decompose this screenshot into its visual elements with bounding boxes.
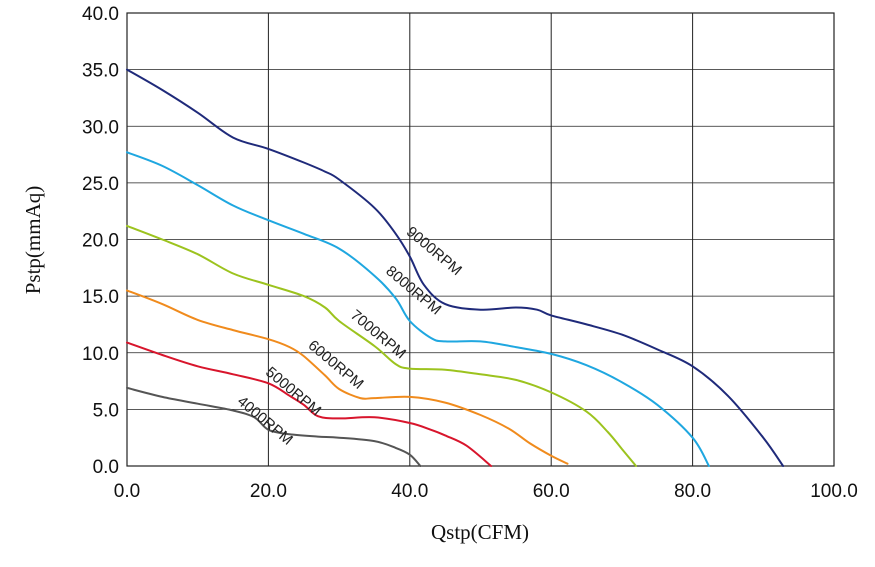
y-tick-label: 15.0 [82, 287, 119, 308]
x-tick-label: 20.0 [250, 481, 287, 502]
curve-6000rpm [126, 289, 569, 465]
curve-9000rpm [126, 68, 785, 467]
curve-label-4000rpm: 4000RPM [234, 393, 296, 449]
x-tick-label: 60.0 [533, 481, 570, 502]
y-tick-labels: 0.0 5.0 10.0 15.0 20.0 25.0 30.0 35.0 40.0 [82, 4, 119, 478]
x-tick-label: 0.0 [114, 481, 140, 502]
curve-7000rpm [126, 224, 637, 467]
x-axis-label: Qstp(CFM) [431, 520, 529, 544]
curve-5000rpm [126, 341, 493, 467]
y-tick-label: 40.0 [82, 4, 119, 25]
grid [126, 12, 835, 467]
curve-label-8000rpm: 8000RPM [382, 263, 444, 319]
x-tick-label: 80.0 [674, 481, 711, 502]
y-tick-label: 30.0 [82, 117, 119, 138]
curves [126, 68, 785, 467]
y-tick-label: 25.0 [82, 174, 119, 195]
curve-8000rpm [126, 151, 710, 467]
curve-4000rpm [126, 386, 422, 467]
y-tick-label: 35.0 [82, 61, 119, 82]
x-tick-label: 40.0 [391, 481, 428, 502]
y-tick-label: 5.0 [93, 400, 119, 421]
y-tick-label: 0.0 [93, 457, 119, 478]
x-tick-labels: 0.0 20.0 40.0 60.0 80.0 100.0 [114, 481, 858, 502]
x-tick-label: 100.0 [810, 481, 858, 502]
y-tick-label: 10.0 [82, 344, 119, 365]
y-axis-label: Pstp(mmAq) [21, 186, 45, 295]
curve-label-9000rpm: 9000RPM [403, 223, 465, 279]
y-tick-label: 20.0 [82, 231, 119, 252]
curve-label-7000rpm: 7000RPM [347, 307, 409, 363]
curve-label-5000rpm: 5000RPM [262, 364, 324, 420]
